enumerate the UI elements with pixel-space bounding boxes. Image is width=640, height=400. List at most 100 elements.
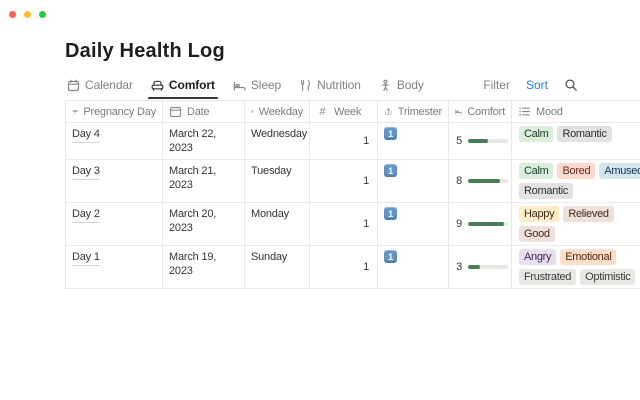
row-title: Day 1 [72,250,100,266]
traffic-light-close-button[interactable] [9,10,16,18]
comfort-progress-bar [468,265,508,269]
trimester-badge: 1 [384,207,397,220]
column-header-pregnancy-day[interactable]: Pregnancy Day [65,101,163,122]
titlebar [0,0,640,24]
tab-comfort[interactable]: Comfort [147,78,218,100]
cell-week[interactable]: 1 [310,203,378,245]
mood-tag: Romantic [519,183,574,199]
traffic-light-minimize-button[interactable] [24,10,31,18]
column-label: Pregnancy Day [83,105,156,118]
tab-nutrition[interactable]: Nutrition [299,78,361,100]
cell-trimester[interactable]: 1 [378,160,449,202]
search-icon[interactable] [564,78,578,92]
tab-sleep[interactable]: Sleep [233,78,281,100]
cell-mood[interactable]: Calm Romantic [512,123,640,159]
mood-tag-line: Calm Bored Amused [519,163,640,179]
table-row: Day 4 March 22, 2023 Wednesday 1 1 5 Calm Roman… [65,123,640,160]
mood-tag: Good [519,226,555,242]
cell-trimester[interactable]: 1 [378,246,449,288]
mood-tag-line: Romantic [519,183,574,199]
calendar-icon [169,106,182,118]
mood-tag: Amused [599,163,640,179]
cell-date[interactable]: March 20, 2023 [163,203,245,245]
cell-date[interactable]: March 19, 2023 [163,246,245,288]
comfort-progress-fill [468,139,488,143]
cell-week[interactable]: 1 [310,160,378,202]
mood-tag-line: Happy Relieved [519,206,614,222]
armchair-icon [151,80,164,91]
cell-mood[interactable]: Calm Bored Amused Romantic [512,160,640,202]
column-label: Comfort [467,105,505,118]
trimester-badge: 1 [384,164,397,177]
cell-weekday[interactable]: Monday [245,203,310,245]
comfort-progress-bar [468,179,508,183]
tab-label: Nutrition [317,78,361,92]
table-row: Day 1 March 19, 2023 Sunday 1 1 3 Angry Emotion… [65,246,640,289]
cell-comfort[interactable]: 9 [449,203,512,245]
cell-weekday[interactable]: Wednesday [245,123,310,159]
column-label: Week [334,105,362,118]
cell-mood[interactable]: Angry Emotional Frustrated Optimistic [512,246,640,288]
column-header-mood[interactable]: Mood [512,101,640,122]
cell-date[interactable]: March 21, 2023 [163,160,245,202]
filter-button[interactable]: Filter [483,78,510,92]
tab-label: Comfort [168,78,215,92]
mood-tag: Bored [557,163,596,179]
trimester-badge: 1 [384,127,397,140]
cell-comfort[interactable]: 8 [449,160,512,202]
view-tabs: Calendar Comfort Sleep Nutrition [65,78,483,100]
table-body: Day 4 March 22, 2023 Wednesday 1 1 5 Calm Roman… [65,123,640,289]
calendar-icon [251,110,254,113]
column-header-date[interactable]: Date [163,101,245,122]
comfort-value: 9 [456,218,462,230]
comfort-progress-bar [468,139,508,143]
bed-icon [455,109,463,115]
mood-tag: Frustrated [519,269,577,285]
column-header-comfort[interactable]: Comfort [449,101,512,122]
comfort-progress-bar [468,222,508,226]
page-title: Daily Health Log [65,40,225,62]
cell-weekday[interactable]: Sunday [245,246,310,288]
table-row: Day 3 March 21, 2023 Tuesday 1 1 8 Calm Bored Am… [65,160,640,203]
database-table: Pregnancy Day Date Weekday # Week [65,100,640,289]
cell-pregnancy-day[interactable]: Day 4 [65,123,163,159]
cell-date[interactable]: March 22, 2023 [163,123,245,159]
column-header-weekday[interactable]: Weekday [245,101,310,122]
calendar-icon [67,79,80,91]
view-tabbar: Calendar Comfort Sleep Nutrition [65,78,578,100]
cell-comfort[interactable]: 5 [449,123,512,159]
comfort-value: 5 [456,135,462,147]
fork-knife-icon [301,79,311,91]
cell-weekday[interactable]: Tuesday [245,160,310,202]
title-icon [72,109,78,114]
view-toolbar: Filter Sort [483,78,578,100]
rollup-icon [385,108,392,115]
row-title: Day 2 [72,207,100,223]
mood-tag-line: Frustrated Optimistic [519,269,636,285]
comfort-progress-fill [468,222,504,226]
tab-label: Calendar [85,78,133,92]
cell-pregnancy-day[interactable]: Day 2 [65,203,163,245]
cell-trimester[interactable]: 1 [378,123,449,159]
mood-tag: Calm [519,163,554,179]
cell-comfort[interactable]: 3 [449,246,512,288]
traffic-light-zoom-button[interactable] [39,10,46,18]
cell-pregnancy-day[interactable]: Day 1 [65,246,163,288]
cell-week[interactable]: 1 [310,246,378,288]
row-title: Day 3 [72,164,100,180]
sort-button[interactable]: Sort [525,78,548,92]
column-header-trimester[interactable]: Trimester [378,101,449,122]
tab-label: Body [396,78,424,92]
column-header-week[interactable]: # Week [310,101,378,122]
cell-mood[interactable]: Happy Relieved Good [512,203,640,245]
mood-tag: Calm [519,126,554,142]
cell-trimester[interactable]: 1 [378,203,449,245]
cell-week[interactable]: 1 [310,123,378,159]
mood-tag-line: Good [519,226,555,242]
tab-calendar[interactable]: Calendar [67,78,133,100]
tab-body[interactable]: Body [379,78,424,100]
mood-tag: Optimistic [580,269,636,285]
mood-tag: Angry [519,249,557,265]
row-title: Day 4 [72,127,100,143]
cell-pregnancy-day[interactable]: Day 3 [65,160,163,202]
